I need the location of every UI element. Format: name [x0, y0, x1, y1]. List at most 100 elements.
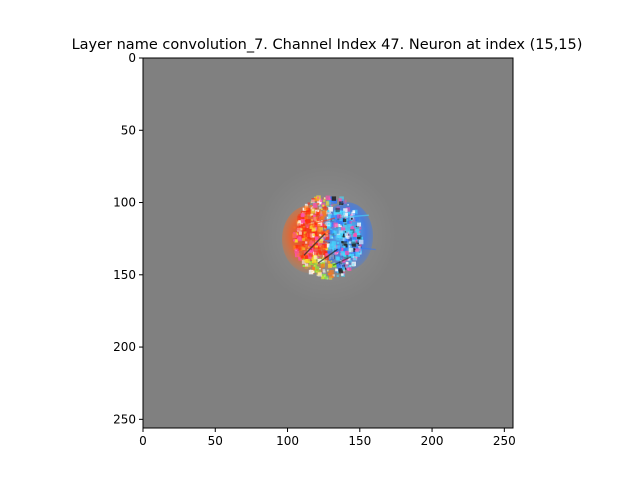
activation-pixel: [318, 217, 321, 220]
activation-pixel: [339, 214, 343, 218]
activation-pixel: [303, 246, 306, 248]
activation-pixel: [327, 251, 331, 255]
image-panel: [143, 58, 513, 428]
activation-pixel: [347, 267, 352, 272]
activation-pixel: [297, 223, 300, 226]
activation-pixel: [312, 266, 317, 271]
activation-pixel: [313, 231, 318, 236]
activation-pixel: [339, 219, 345, 225]
activation-pixel: [305, 225, 310, 230]
activation-pixel: [329, 256, 334, 262]
x-tick-label: 0: [139, 434, 147, 448]
activation-pixel: [352, 212, 357, 218]
activation-pixel: [322, 231, 326, 235]
activation-pixel: [337, 210, 342, 216]
activation-pixel: [304, 203, 308, 207]
activation-pixel: [329, 201, 333, 205]
activation-pixel: [311, 199, 315, 204]
activation-pixel: [345, 265, 349, 269]
activation-pixel: [336, 236, 341, 241]
activation-pixel: [304, 244, 308, 249]
activation-pixel: [342, 222, 345, 225]
activation-pixel: [314, 269, 318, 273]
activation-pixel: [312, 207, 315, 210]
activation-pixel: [348, 255, 350, 257]
activation-pixel: [319, 251, 323, 255]
activation-pixel: [321, 232, 325, 235]
activation-pixel: [312, 203, 318, 208]
activation-pattern: [282, 195, 376, 280]
activation-pixel: [325, 238, 327, 240]
activation-pixel: [322, 248, 326, 253]
activation-pixel: [319, 245, 321, 248]
activation-pixel: [308, 233, 313, 238]
activation-pixel: [340, 257, 343, 260]
activation-pixel: [354, 258, 357, 260]
activation-pixel: [315, 270, 318, 273]
activation-pixel: [359, 227, 361, 230]
activation-pixel: [334, 236, 339, 240]
activation-pixel: [315, 270, 318, 273]
activation-pixel: [320, 255, 322, 257]
activation-pixel: [352, 210, 356, 213]
activation-pixel: [328, 206, 333, 212]
activation-pixel: [325, 210, 330, 215]
activation-pixel: [304, 265, 309, 269]
activation-pixel: [301, 245, 305, 249]
activation-pixel: [325, 203, 329, 207]
activation-pixel: [322, 205, 327, 210]
activation-pixel: [325, 195, 331, 201]
activation-pixel: [325, 276, 329, 280]
activation-pixel: [333, 222, 338, 228]
activation-pixel: [328, 244, 334, 250]
activation-pixel: [317, 202, 320, 205]
activation-pixel: [316, 202, 319, 206]
activation-pixel: [308, 252, 313, 257]
activation-pixel: [322, 262, 325, 266]
activation-pixel: [324, 227, 327, 230]
activation-pixel: [301, 260, 306, 264]
activation-pixel: [296, 245, 301, 250]
activation-pixel: [338, 268, 343, 272]
activation-pixel: [316, 270, 319, 273]
activation-pixel: [305, 244, 309, 247]
activation-pixel: [310, 257, 314, 260]
activation-pixel: [322, 255, 326, 258]
activation-pixel: [314, 236, 319, 241]
activation-pixel: [334, 251, 338, 255]
activation-pixel: [342, 199, 347, 204]
activation-pixel: [309, 241, 314, 246]
activation-pixel: [309, 269, 312, 271]
activation-pixel: [314, 254, 316, 257]
activation-pixel: [309, 225, 313, 229]
activation-streak: [303, 233, 326, 256]
activation-pixel: [301, 243, 305, 247]
activation-pixel: [314, 257, 319, 263]
activation-pixel: [305, 241, 308, 244]
activation-pixel: [296, 235, 299, 238]
activation-pixel: [317, 256, 320, 259]
activation-pixel: [337, 265, 341, 270]
activation-pixel: [323, 208, 328, 213]
activation-pixel: [309, 213, 313, 217]
activation-pixel: [305, 258, 310, 263]
x-tick-label: 150: [348, 434, 371, 448]
activation-pixel: [347, 220, 351, 225]
activation-streak: [317, 248, 338, 264]
activation-pixel: [321, 208, 323, 211]
activation-pixel: [300, 210, 306, 216]
activation-pixel: [314, 212, 316, 215]
activation-pixel: [303, 211, 307, 215]
activation-pixel: [355, 252, 360, 257]
activation-pixel: [320, 213, 324, 217]
activation-pixel: [327, 260, 331, 264]
activation-pixel: [320, 230, 325, 235]
activation-pixel: [337, 234, 340, 238]
activation-pixel: [315, 216, 320, 220]
activation-pixel: [327, 234, 332, 239]
activation-pixel: [315, 242, 318, 246]
activation-pixel: [330, 198, 332, 200]
activation-pixel: [310, 208, 315, 214]
activation-pixel: [311, 215, 314, 217]
